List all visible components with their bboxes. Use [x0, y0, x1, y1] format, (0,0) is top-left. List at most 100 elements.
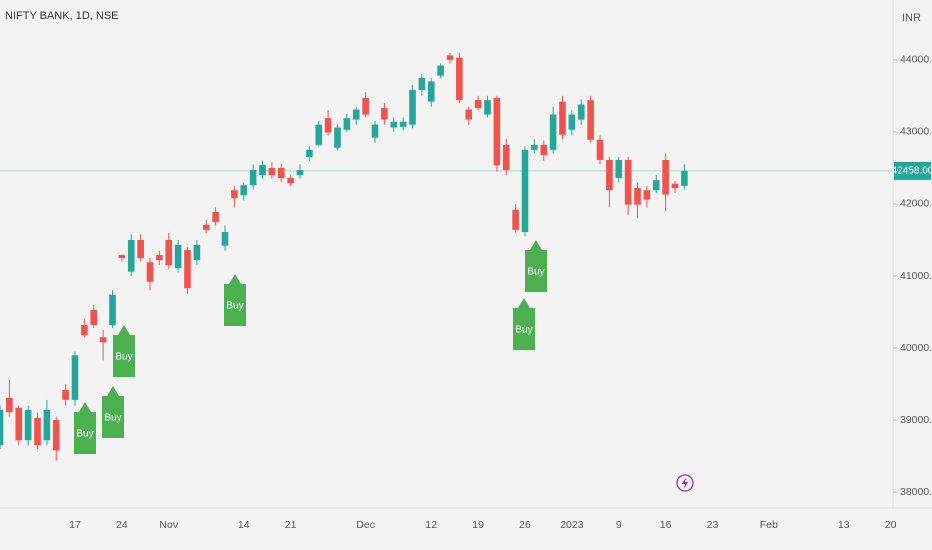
candle-body [137, 239, 144, 258]
buy-signal-box [513, 298, 535, 350]
chart-title: NIFTY BANK, 1D, NSE [5, 10, 119, 22]
buy-signal-label: Buy [515, 325, 532, 336]
buy-signal: Buy [525, 240, 547, 292]
candle-body [202, 224, 210, 230]
candle-body [71, 355, 79, 400]
candle-body [427, 81, 435, 102]
candle-body [390, 121, 398, 128]
candle-body [146, 262, 154, 282]
candle-body [259, 165, 266, 176]
candle-body [409, 90, 416, 125]
candle-body [587, 100, 594, 140]
y-tick-label: 39000.00 [900, 414, 932, 426]
candle-body [43, 410, 51, 441]
candle-body [568, 114, 576, 130]
candle-body [456, 57, 463, 101]
candle-body [446, 55, 454, 60]
candle-body [540, 144, 548, 155]
candle-body [174, 244, 182, 269]
candle-body [643, 190, 651, 200]
candle-body [34, 417, 41, 446]
candle-body [352, 109, 360, 120]
y-tick-label: 40000.00 [900, 342, 932, 354]
candle-body [437, 65, 444, 76]
candle-body [559, 101, 566, 135]
candle-body [127, 239, 135, 272]
candle-body [193, 244, 201, 261]
candle-body [315, 124, 323, 145]
candle-body [231, 190, 238, 199]
buy-signal: Buy [513, 298, 535, 350]
last-price-badge [894, 161, 931, 180]
candle-body [399, 121, 407, 127]
candle-body [81, 324, 88, 336]
candle-body [596, 139, 604, 160]
candle-body [343, 118, 351, 130]
candle-body [184, 250, 191, 289]
candle-body [6, 397, 13, 413]
candle-body [652, 180, 660, 191]
candle-body [52, 420, 60, 451]
x-tick-label: 2023 [560, 519, 584, 531]
x-tick-label: 21 [285, 519, 297, 531]
candle-body [15, 407, 23, 441]
x-tick-label: 12 [425, 519, 437, 531]
buy-signal-box [102, 386, 124, 438]
buy-signal: Buy [113, 325, 135, 377]
candle-body [662, 159, 669, 195]
candle-body [624, 159, 632, 205]
x-tick-label: 13 [838, 519, 850, 531]
candle-body [418, 77, 426, 91]
alert-icon[interactable] [676, 474, 694, 492]
x-tick-label: Feb [760, 519, 778, 531]
candle-body [165, 239, 173, 266]
x-tick-label: 16 [660, 519, 672, 531]
buy-signal-label: Buy [226, 301, 243, 312]
candle-body [634, 188, 641, 205]
x-tick-label: 26 [519, 519, 531, 531]
price-unit: INR [902, 12, 921, 24]
candle-body [371, 124, 379, 138]
candle-body [0, 410, 4, 446]
buy-signal: Buy [224, 274, 246, 326]
candle-body [90, 309, 98, 325]
y-tick-label: 41000.00 [900, 270, 932, 282]
candle-body [615, 159, 623, 178]
x-tick-label: Nov [159, 519, 178, 531]
x-tick-label: 24 [116, 519, 128, 531]
buy-signal: Buy [74, 402, 96, 454]
candle-body [381, 108, 388, 120]
candle-body [277, 167, 285, 178]
candle-body [334, 127, 341, 148]
candle-body [296, 170, 304, 176]
y-tick-label: 43000.00 [900, 126, 932, 138]
candle-body [109, 294, 116, 325]
x-tick-label: 20 [885, 519, 897, 531]
candle-body [512, 209, 519, 230]
buy-signal-box [74, 402, 96, 454]
candle-body [531, 144, 538, 150]
candle-body [681, 170, 688, 186]
last-price-label: 42458.00 [892, 166, 932, 177]
buy-signal-box [113, 325, 135, 377]
candle-body [156, 255, 163, 261]
candle-body [484, 100, 491, 115]
candle-body [24, 410, 32, 441]
x-tick-label: 14 [238, 519, 250, 531]
candle-body [221, 232, 229, 246]
buy-signal-label: Buy [527, 267, 544, 278]
candle-body [671, 183, 679, 189]
x-tick-label: 17 [69, 519, 81, 531]
candle-body [62, 389, 69, 400]
y-tick-label: 42000.00 [900, 198, 932, 210]
candle-body [287, 177, 294, 184]
y-tick-label: 38000.00 [900, 486, 932, 498]
candle-body [577, 104, 585, 120]
x-tick-label: 9 [616, 519, 622, 531]
candle-body [606, 159, 613, 191]
buy-signal-box [224, 274, 246, 326]
candle-body [502, 144, 510, 171]
x-tick-label: Dec [356, 519, 375, 531]
x-tick-label: 23 [707, 519, 719, 531]
